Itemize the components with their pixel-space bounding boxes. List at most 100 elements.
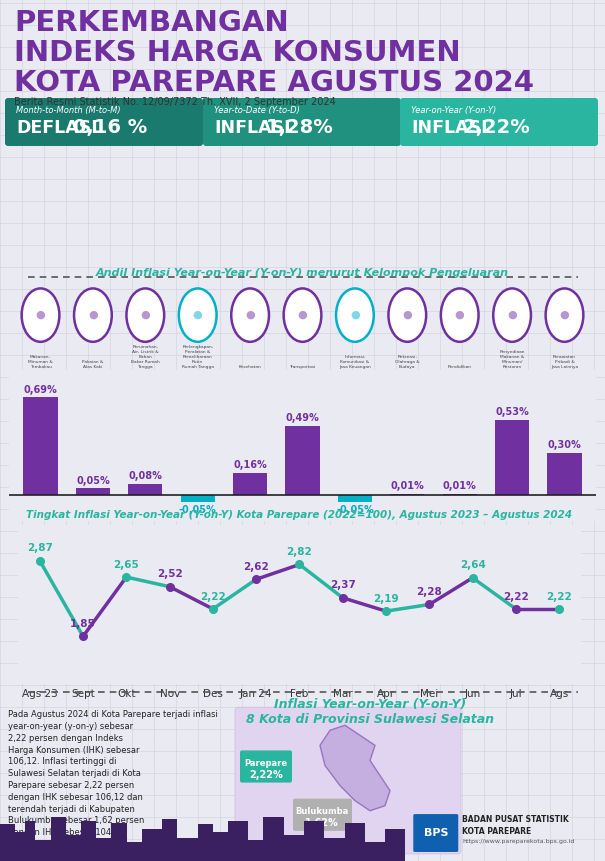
FancyBboxPatch shape <box>400 98 598 146</box>
Text: 0,30%: 0,30% <box>548 440 581 450</box>
Text: ●: ● <box>88 310 98 320</box>
Text: Parepare: Parepare <box>244 759 287 768</box>
Text: -0,05%: -0,05% <box>179 505 217 515</box>
Text: 2,22: 2,22 <box>546 592 572 602</box>
Text: 0,69%: 0,69% <box>24 385 57 394</box>
Text: 0,01%: 0,01% <box>443 481 477 492</box>
Text: Bulukumba: Bulukumba <box>295 808 348 816</box>
Text: BADAN PUSAT STATISTIK: BADAN PUSAT STATISTIK <box>462 815 569 824</box>
Ellipse shape <box>231 288 269 342</box>
Text: 0,16%: 0,16% <box>234 460 267 470</box>
Text: 1,85: 1,85 <box>70 619 96 629</box>
Text: 1,62%: 1,62% <box>305 818 339 827</box>
Ellipse shape <box>336 288 374 342</box>
Text: Perawatan
Pribadi &
Jasa Lainnya: Perawatan Pribadi & Jasa Lainnya <box>551 355 578 369</box>
Text: ●: ● <box>402 310 412 320</box>
Text: INFLASI: INFLASI <box>411 119 488 137</box>
FancyBboxPatch shape <box>413 815 459 852</box>
Ellipse shape <box>546 288 583 342</box>
Text: ●: ● <box>193 310 203 320</box>
Text: 0,53%: 0,53% <box>495 407 529 418</box>
Text: 2,65: 2,65 <box>114 560 139 570</box>
Text: Year-to-Date (Y-to-D): Year-to-Date (Y-to-D) <box>214 106 300 115</box>
Text: 2,22%: 2,22% <box>463 118 531 137</box>
Text: 0,49%: 0,49% <box>286 413 319 423</box>
Text: Makanan,
Minuman &
Tembakau: Makanan, Minuman & Tembakau <box>28 355 53 369</box>
Text: DEFLASI: DEFLASI <box>16 119 98 137</box>
Text: 2,87: 2,87 <box>27 543 53 554</box>
Ellipse shape <box>126 288 164 342</box>
Text: ●: ● <box>560 310 569 320</box>
Bar <box>233 473 267 495</box>
Text: INDEKS HARGA KONSUMEN: INDEKS HARGA KONSUMEN <box>14 39 460 67</box>
Ellipse shape <box>179 288 217 342</box>
Ellipse shape <box>74 288 112 342</box>
Text: 0,08%: 0,08% <box>128 471 162 481</box>
Bar <box>181 495 215 503</box>
Text: 2,82: 2,82 <box>287 547 312 557</box>
Text: 0,16 %: 0,16 % <box>73 118 147 137</box>
Text: ●: ● <box>350 310 360 320</box>
Bar <box>390 494 424 495</box>
Text: Transportasi: Transportasi <box>289 364 316 369</box>
FancyBboxPatch shape <box>5 98 203 146</box>
Text: ●: ● <box>36 310 45 320</box>
Bar <box>24 397 57 495</box>
Text: 2,37: 2,37 <box>330 580 356 591</box>
Text: 0,05%: 0,05% <box>76 475 110 486</box>
Text: ●: ● <box>507 310 517 320</box>
Bar <box>338 495 372 503</box>
Text: Informasi,
Komunikasi &
Jasa Keuangan: Informasi, Komunikasi & Jasa Keuangan <box>339 355 371 369</box>
Text: 1,28%: 1,28% <box>266 118 334 137</box>
Ellipse shape <box>388 288 426 342</box>
Text: Month-to-Month (M-to-M): Month-to-Month (M-to-M) <box>16 106 120 115</box>
Ellipse shape <box>441 288 479 342</box>
Text: Perumahan,
Air, Listrik &
Bahan
Bakar Rumah
Tangga: Perumahan, Air, Listrik & Bahan Bakar Ru… <box>131 345 160 369</box>
Text: 0,01%: 0,01% <box>390 481 424 492</box>
Text: 2,62: 2,62 <box>243 562 269 572</box>
Text: ●: ● <box>140 310 150 320</box>
Polygon shape <box>0 817 405 861</box>
Text: Kesehatan: Kesehatan <box>239 364 261 369</box>
Text: INFLASI: INFLASI <box>214 119 290 137</box>
Bar <box>76 488 110 495</box>
Bar <box>548 453 581 495</box>
Text: 2,22: 2,22 <box>503 592 529 602</box>
Text: Year-on-Year (Y-on-Y): Year-on-Year (Y-on-Y) <box>411 106 496 115</box>
Text: 2,19: 2,19 <box>373 594 399 604</box>
Text: -0,05%: -0,05% <box>336 505 374 515</box>
FancyBboxPatch shape <box>203 98 401 146</box>
Ellipse shape <box>284 288 321 342</box>
Text: Perlengkapan,
Peralatan &
Pemeliharaan
Rutin
Rumah Tangga: Perlengkapan, Peralatan & Pemeliharaan R… <box>182 345 214 369</box>
FancyBboxPatch shape <box>293 799 352 831</box>
Ellipse shape <box>493 288 531 342</box>
Polygon shape <box>320 725 390 811</box>
Text: Pakaian &
Alas Kaki: Pakaian & Alas Kaki <box>82 360 103 369</box>
Title: Andil Inflasi Year-on-Year (Y-on-Y) menurut Kelompok Pengeluaran: Andil Inflasi Year-on-Year (Y-on-Y) menu… <box>96 268 509 278</box>
Text: ●: ● <box>455 310 465 320</box>
Bar <box>128 484 162 495</box>
Text: ●: ● <box>298 310 307 320</box>
Text: 2,28: 2,28 <box>416 587 442 597</box>
Text: 2,52: 2,52 <box>157 569 183 579</box>
Text: Rekreasi,
Olahraga &
Budaya: Rekreasi, Olahraga & Budaya <box>395 355 420 369</box>
Text: 2,22: 2,22 <box>200 592 226 602</box>
Text: Pada Agustus 2024 di Kota Parepare terjadi inflasi
year-on-year (y-on-y) sebesar: Pada Agustus 2024 di Kota Parepare terja… <box>8 710 218 837</box>
Text: Pendidikan: Pendidikan <box>448 364 472 369</box>
Bar <box>443 494 477 495</box>
Text: 2,64: 2,64 <box>460 561 486 570</box>
Title: Tingkat Inflasi Year-on-Year (Y-on-Y) Kota Parepare (2022=100), Agustus 2023 – A: Tingkat Inflasi Year-on-Year (Y-on-Y) Ko… <box>27 511 572 520</box>
Bar <box>286 425 319 495</box>
Text: BPS: BPS <box>424 828 448 838</box>
Text: https://www.pareparekota.bps.go.id: https://www.pareparekota.bps.go.id <box>462 839 574 844</box>
FancyBboxPatch shape <box>240 751 292 783</box>
Text: PERKEMBANGAN: PERKEMBANGAN <box>14 9 289 37</box>
Bar <box>495 420 529 495</box>
Text: 2,22%: 2,22% <box>249 770 283 779</box>
Text: Inflasi Year-on-Year (Y-on-Y)
8 Kota di Provinsi Sulawesi Selatan: Inflasi Year-on-Year (Y-on-Y) 8 Kota di … <box>246 698 494 726</box>
Text: KOTA PAREPARE AGUSTUS 2024: KOTA PAREPARE AGUSTUS 2024 <box>14 69 534 97</box>
Ellipse shape <box>22 288 59 342</box>
Text: ●: ● <box>245 310 255 320</box>
FancyBboxPatch shape <box>235 707 461 854</box>
Text: Berita Resmi Statistik No. 12/09/7372 Th. XVII, 2 September 2024: Berita Resmi Statistik No. 12/09/7372 Th… <box>14 97 336 107</box>
